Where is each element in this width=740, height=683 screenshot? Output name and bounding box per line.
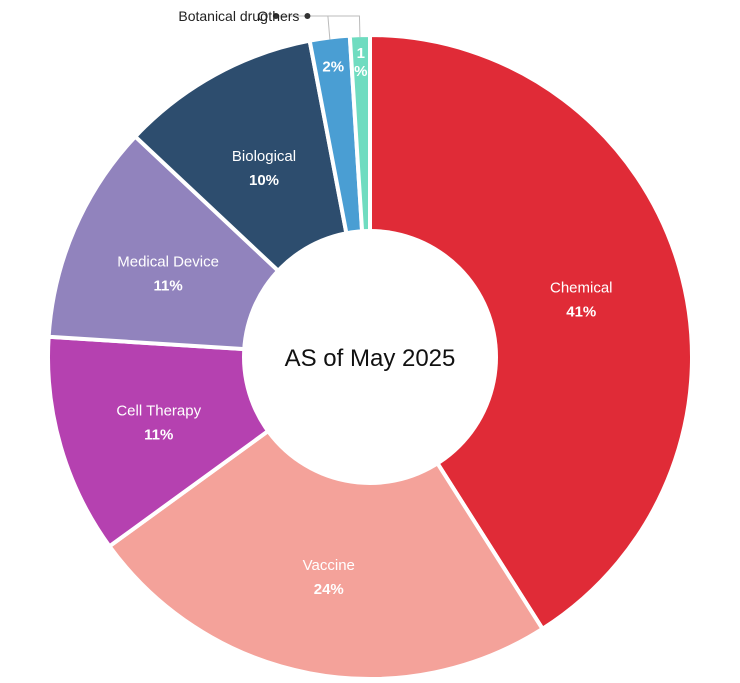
slice-value-others-unit: % bbox=[354, 63, 367, 80]
callout-label-others: Others bbox=[257, 8, 299, 24]
callout-dot-botanical-drug bbox=[272, 13, 279, 19]
slice-value-chemical: 41% bbox=[566, 304, 596, 321]
slice-label-biological: Biological bbox=[232, 148, 296, 165]
slice-label-cell-therapy: Cell Therapy bbox=[116, 402, 201, 419]
slice-value-others: 1 bbox=[357, 45, 365, 62]
slice-vaccine bbox=[106, 354, 546, 681]
slice-value-biological: 10% bbox=[249, 172, 279, 189]
slice-label-medical-device: Medical Device bbox=[117, 254, 219, 271]
slice-value-medical-device: 11% bbox=[153, 278, 182, 295]
callout-line-others bbox=[307, 15, 361, 38]
center-label: AS of May 2025 bbox=[285, 345, 456, 372]
slice-value-vaccine: 24% bbox=[314, 581, 344, 598]
slice-label-vaccine: Vaccine bbox=[303, 557, 355, 574]
callout-label-botanical-drug: Botanical drug bbox=[178, 8, 268, 24]
slice-label-chemical: Chemical bbox=[550, 280, 613, 297]
slice-labels: Chemical 41% Vaccine 24% Cell Therapy 11% Medi… bbox=[116, 45, 612, 598]
slice-value-botanical-drug: 2% bbox=[322, 58, 344, 75]
callout-dot-others bbox=[304, 13, 311, 19]
slice-value-cell-therapy: 11% bbox=[144, 426, 173, 443]
donut-hole bbox=[242, 229, 498, 485]
